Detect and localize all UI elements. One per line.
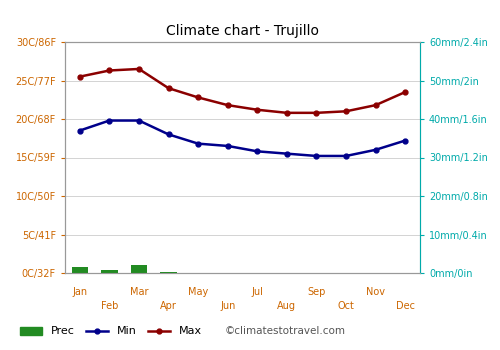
Bar [101, 270, 117, 273]
Text: Nov: Nov [366, 287, 385, 297]
Bar [160, 272, 176, 273]
Title: Climate chart - Trujillo: Climate chart - Trujillo [166, 24, 319, 38]
Text: Sep: Sep [308, 287, 326, 297]
Text: Jan: Jan [72, 287, 88, 297]
Text: Jun: Jun [220, 301, 236, 311]
Legend: Prec, Min, Max: Prec, Min, Max [16, 322, 207, 341]
Text: Feb: Feb [100, 301, 118, 311]
Text: ©climatestotravel.com: ©climatestotravel.com [225, 326, 346, 336]
Bar [72, 267, 88, 273]
Text: Apr: Apr [160, 301, 177, 311]
Text: Oct: Oct [338, 301, 354, 311]
Text: Dec: Dec [396, 301, 414, 311]
Bar [131, 265, 147, 273]
Text: May: May [188, 287, 208, 297]
Text: Jul: Jul [252, 287, 263, 297]
Text: Aug: Aug [278, 301, 296, 311]
Text: Mar: Mar [130, 287, 148, 297]
